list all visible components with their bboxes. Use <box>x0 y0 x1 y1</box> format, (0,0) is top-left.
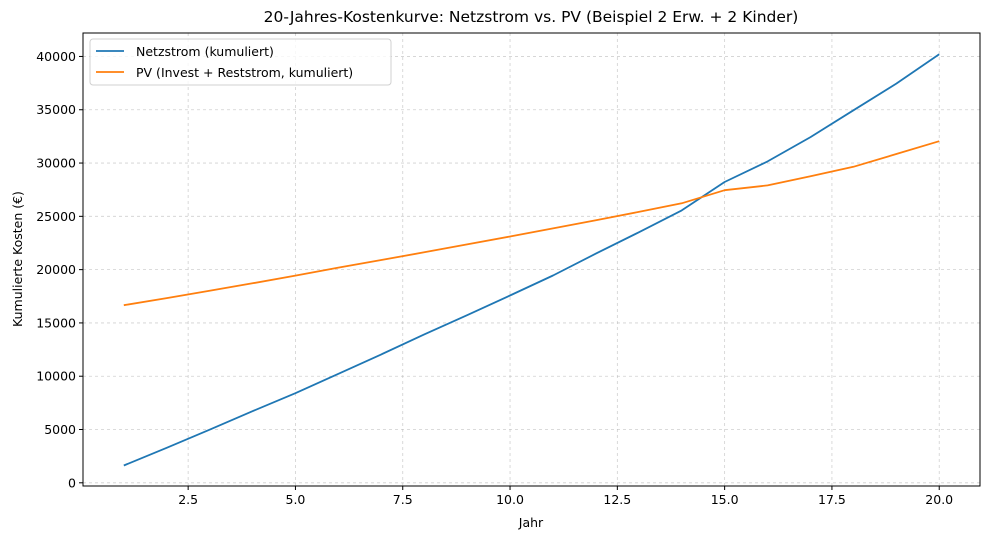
legend-box <box>89 38 392 86</box>
x-tick-label: 15.0 <box>711 492 739 507</box>
x-tick-label: 17.5 <box>818 492 846 507</box>
y-tick-label: 10000 <box>36 369 76 384</box>
plot-frame <box>82 32 981 487</box>
series-line-1 <box>123 140 940 307</box>
x-tick-label: 5.0 <box>286 492 306 507</box>
x-tick-label: 2.5 <box>178 492 198 507</box>
y-tick-label: 0 <box>68 475 76 490</box>
legend: Netzstrom (kumuliert) PV (Invest + Rests… <box>89 38 392 86</box>
grid-lines <box>83 33 980 486</box>
chart-title: 20-Jahres-Kostenkurve: Netzstrom vs. PV … <box>264 8 799 26</box>
y-tick-label: 20000 <box>36 262 76 277</box>
y-tick-label: 40000 <box>36 49 76 64</box>
y-axis-label: Kumulierte Kosten (€) <box>10 191 25 327</box>
y-tick-label: 30000 <box>36 156 76 171</box>
x-tick-label: 20.0 <box>925 492 953 507</box>
y-axis: 0 5000 10000 15000 20000 25000 30000 35000 40000 <box>36 49 83 490</box>
y-tick-label: 35000 <box>36 102 76 117</box>
y-tick-label: 15000 <box>36 315 76 330</box>
series-line-0 <box>123 53 940 467</box>
y-tick-label: 5000 <box>44 422 76 437</box>
x-tick-label: 10.0 <box>496 492 524 507</box>
x-axis-label: Jahr <box>518 515 544 530</box>
x-tick-label: 7.5 <box>393 492 413 507</box>
y-tick-label: 25000 <box>36 209 76 224</box>
legend-label-netzstrom: Netzstrom (kumuliert) <box>136 44 274 59</box>
legend-label-pv: PV (Invest + Reststrom, kumuliert) <box>136 65 353 80</box>
series-lines <box>123 53 940 467</box>
x-tick-label: 12.5 <box>603 492 631 507</box>
x-axis: 2.5 5.0 7.5 10.0 12.5 15.0 17.5 20.0 <box>178 486 953 507</box>
